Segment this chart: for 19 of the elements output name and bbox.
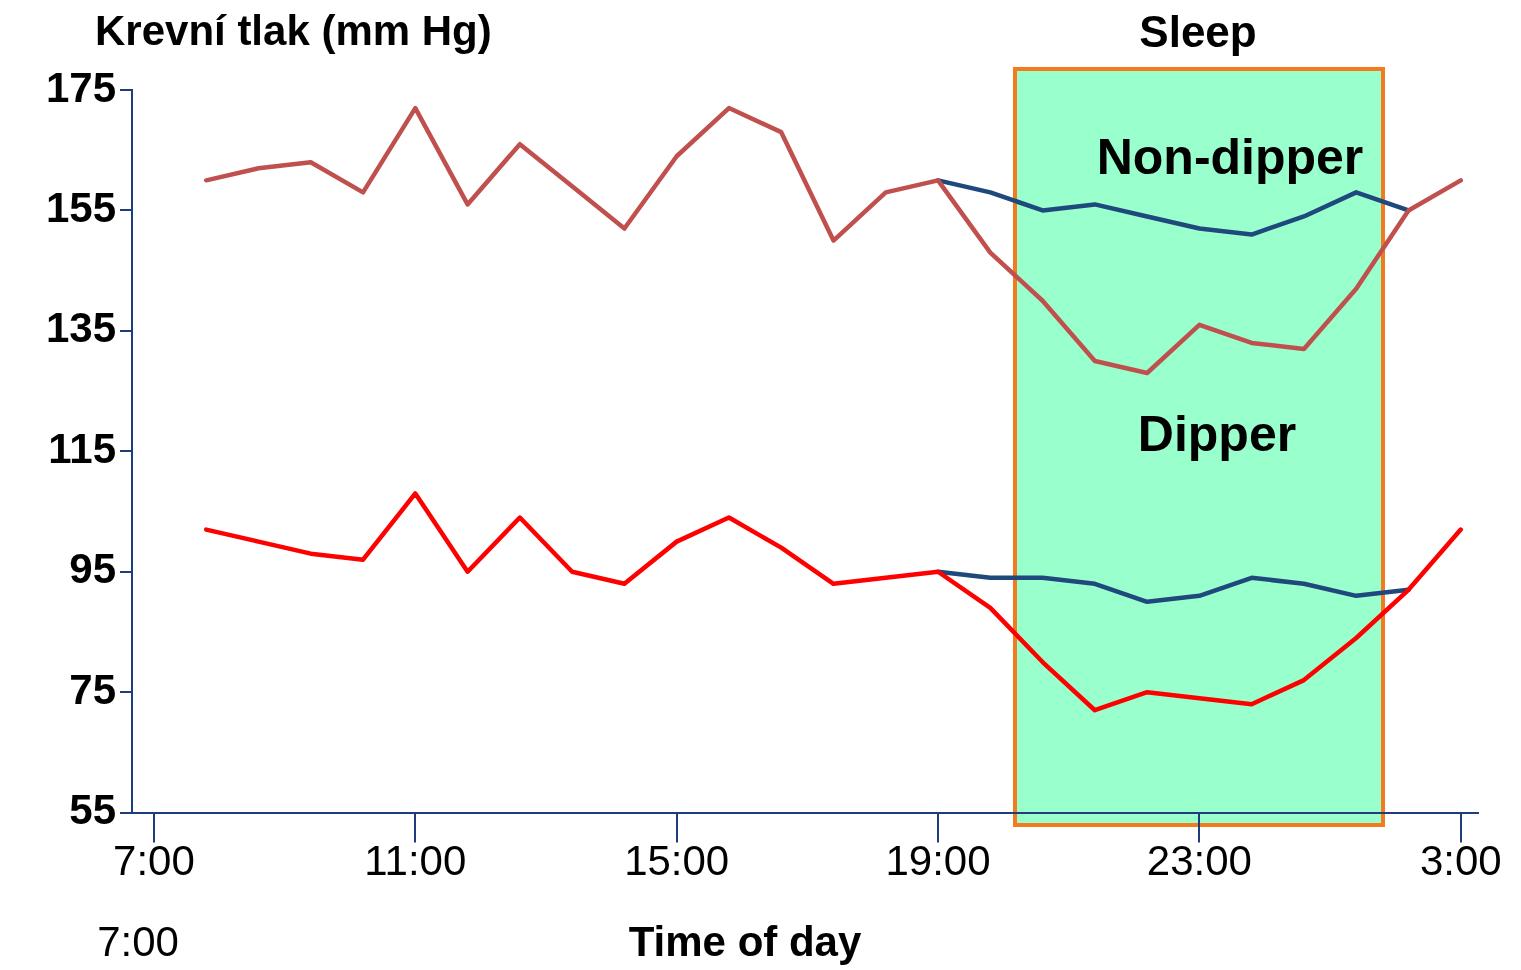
annotation: Dipper <box>1137 405 1297 462</box>
x-tick-label: 7:00 <box>113 837 195 885</box>
x-tick-label: 19:00 <box>885 837 991 885</box>
annotation: Non-dipper <box>1096 128 1364 185</box>
y-tick-label: 55 <box>69 786 116 834</box>
y-tick-label: 135 <box>45 304 116 352</box>
y-tick-label: 75 <box>69 665 116 713</box>
x-tick-label: 15:00 <box>624 837 730 885</box>
y-tick-label: 175 <box>45 63 116 111</box>
x-axis-title: Time of day <box>628 917 862 965</box>
x-tick-label: 3:00 <box>1419 837 1502 885</box>
y-axis-title: Krevní tlak (mm Hg) <box>95 6 492 54</box>
text: Sleep <box>1139 7 1257 57</box>
y-tick-label: 155 <box>45 184 116 232</box>
x-tick-label: 11:00 <box>364 837 467 885</box>
y-tick-label: 115 <box>48 424 116 472</box>
y-tick-label: 95 <box>69 545 116 593</box>
x-tick-label: 23:00 <box>1146 837 1252 885</box>
text: 7:00 <box>97 917 179 965</box>
